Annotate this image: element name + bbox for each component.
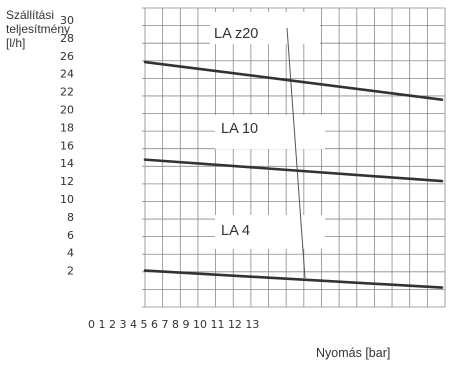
y-tick-label: 16 [60, 139, 74, 152]
y-tick-label: 10 [60, 193, 74, 206]
y-tick-label: 12 [60, 175, 74, 188]
series-line-1 [143, 60, 444, 101]
y-tick-label: 20 [60, 104, 74, 117]
y-tick-labels: 30 28 26 24 22 20 18 16 14 12 10 8 6 4 2 [60, 14, 74, 278]
series-labels: LA z20 LA 10 LA 4 [214, 26, 258, 239]
label-background [215, 115, 325, 149]
y-tick-label: 26 [60, 50, 74, 63]
x-tick-labels: 0 1 2 3 4 5 6 7 8 9 10 11 12 13 [88, 318, 260, 331]
y-tick-label: 24 [60, 68, 74, 81]
y-tick-label: 4 [67, 247, 74, 260]
y-tick-label: 30 [60, 14, 74, 27]
series-label-3: LA 4 [221, 223, 250, 239]
grid [142, 7, 446, 308]
y-tick-label: 18 [60, 121, 74, 134]
series-label-2: LA 10 [221, 121, 258, 137]
y-tick-label: 22 [60, 86, 74, 99]
pointer-line [286, 27, 306, 279]
label-background [210, 12, 320, 44]
y-axis-label-line-2: teljesítmény [6, 22, 71, 36]
y-axis-label: Szállítási teljesítmény [l/h] [6, 8, 70, 50]
y-tick-label: 14 [60, 157, 74, 170]
y-tick-label: 6 [67, 229, 74, 242]
y-tick-label: 28 [60, 32, 74, 45]
x-axis-label: Nyomás [bar] [316, 346, 391, 360]
series-lines [143, 60, 444, 289]
y-axis-label-line-1: Szállítási [6, 8, 55, 22]
y-tick-label: 2 [67, 265, 74, 278]
label-background [215, 215, 325, 249]
y-axis-label-line-3: [l/h] [6, 36, 26, 50]
y-tick-label: 8 [67, 211, 74, 224]
series-line-2 [143, 158, 444, 183]
label-backgrounds [210, 12, 325, 279]
series-label-1: LA z20 [214, 26, 258, 42]
series-line-3 [143, 269, 444, 289]
